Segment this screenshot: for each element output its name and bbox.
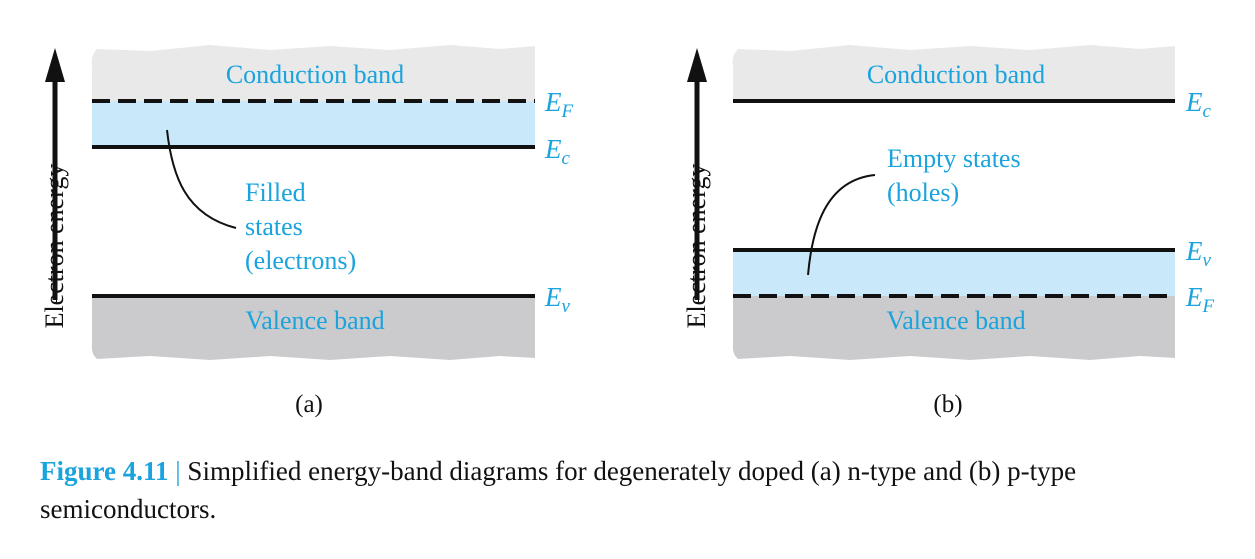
valence-band-b — [732, 296, 1175, 360]
filled-states-line-2: states — [245, 212, 303, 241]
valence-band-label-a: Valence band — [245, 306, 384, 335]
energy-axis-arrowhead-a — [45, 48, 65, 82]
caption-separator: | — [175, 456, 181, 486]
filled-states-annotation-a: Filled states (electrons) — [245, 178, 356, 275]
valence-band-a — [91, 296, 535, 360]
conduction-band-a — [91, 45, 536, 101]
filled-states-line-1: Filled — [245, 178, 306, 207]
energy-axis-label-b: Electron energy — [682, 164, 711, 329]
fermi-level-label-b: EF — [1185, 282, 1215, 317]
empty-states-leader-b — [807, 174, 876, 276]
empty-states-annotation-b: Empty states (holes) — [887, 144, 1027, 207]
filled-states-line-3: (electrons) — [245, 246, 356, 275]
panel-label-b: (b) — [933, 391, 962, 418]
empty-states-line-2: (holes) — [887, 178, 959, 207]
filled-states-leader-a — [166, 129, 237, 229]
valence-band-label-b: Valence band — [886, 306, 1025, 335]
conduction-band-b — [732, 45, 1175, 101]
caption-text: Simplified energy-band diagrams for dege… — [40, 456, 1077, 524]
energy-band-figure: Electron energy Conduction band Valence … — [40, 45, 1215, 418]
fermi-level-label-a: EF — [544, 87, 574, 122]
energy-axis-label-a: Electron energy — [40, 164, 69, 329]
figure-caption: Figure 4.11 | Simplified energy-band dia… — [40, 452, 1220, 528]
conduction-edge-label-a: Ec — [544, 134, 571, 169]
empty-states-line-1: Empty states — [887, 144, 1021, 173]
panel-a: Electron energy Conduction band Valence … — [40, 45, 574, 418]
valence-edge-label-b: Ev — [1185, 236, 1212, 271]
conduction-edge-label-b: Ec — [1185, 87, 1212, 122]
conduction-band-label-a: Conduction band — [226, 60, 404, 89]
valence-edge-label-a: Ev — [544, 282, 571, 317]
empty-states-region-b — [733, 250, 1175, 296]
energy-axis-arrowhead-b — [687, 48, 707, 82]
conduction-band-label-b: Conduction band — [867, 60, 1045, 89]
figure-number: Figure 4.11 — [40, 456, 169, 486]
panel-label-a: (a) — [295, 391, 323, 418]
panel-b: Electron energy Conduction band Valence … — [682, 45, 1215, 418]
filled-states-region-a — [92, 101, 535, 147]
